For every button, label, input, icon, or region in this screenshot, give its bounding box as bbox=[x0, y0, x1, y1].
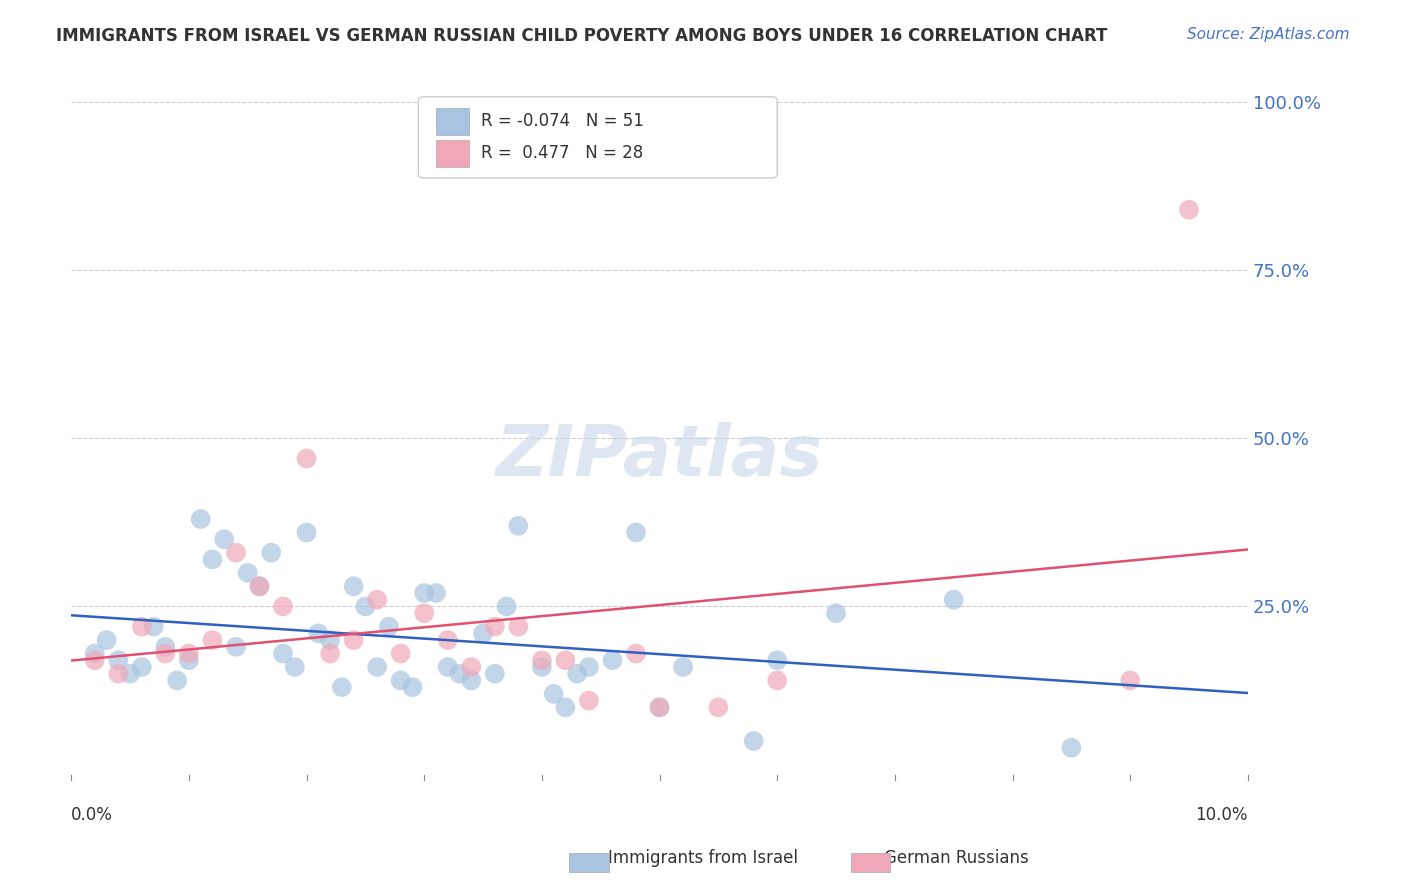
Point bbox=[413, 606, 436, 620]
Point bbox=[495, 599, 517, 614]
Point bbox=[330, 680, 353, 694]
Point bbox=[319, 647, 342, 661]
Point bbox=[201, 633, 224, 648]
Point bbox=[707, 700, 730, 714]
Point bbox=[413, 586, 436, 600]
Text: ZIPatlas: ZIPatlas bbox=[496, 422, 824, 491]
Point bbox=[131, 620, 153, 634]
Point bbox=[942, 592, 965, 607]
Point bbox=[83, 647, 105, 661]
Point bbox=[449, 666, 471, 681]
Point bbox=[460, 673, 482, 688]
Point bbox=[567, 666, 589, 681]
Point bbox=[249, 579, 271, 593]
Point bbox=[155, 647, 177, 661]
Point bbox=[366, 592, 388, 607]
Point bbox=[378, 620, 401, 634]
Point bbox=[155, 640, 177, 654]
Point bbox=[271, 647, 294, 661]
Point bbox=[319, 633, 342, 648]
Point bbox=[295, 525, 318, 540]
Point bbox=[107, 666, 129, 681]
Point bbox=[543, 687, 565, 701]
Point bbox=[177, 647, 200, 661]
Point bbox=[142, 620, 165, 634]
Point bbox=[766, 653, 789, 667]
Point bbox=[508, 518, 530, 533]
Point bbox=[190, 512, 212, 526]
Point bbox=[484, 666, 506, 681]
Point bbox=[766, 673, 789, 688]
Point bbox=[1060, 740, 1083, 755]
Text: 10.0%: 10.0% bbox=[1195, 806, 1249, 824]
Point bbox=[624, 647, 647, 661]
Point bbox=[96, 633, 118, 648]
Point bbox=[436, 633, 458, 648]
Point bbox=[354, 599, 377, 614]
Point bbox=[249, 579, 271, 593]
Point bbox=[672, 660, 695, 674]
Point bbox=[284, 660, 307, 674]
Point bbox=[602, 653, 624, 667]
Point bbox=[307, 626, 329, 640]
Point bbox=[83, 653, 105, 667]
Text: German Russians: German Russians bbox=[884, 849, 1028, 867]
Point bbox=[177, 653, 200, 667]
Point bbox=[166, 673, 188, 688]
Point bbox=[401, 680, 423, 694]
Point bbox=[530, 653, 553, 667]
Point bbox=[484, 620, 506, 634]
Point bbox=[225, 546, 247, 560]
Point bbox=[742, 734, 765, 748]
Point bbox=[225, 640, 247, 654]
FancyBboxPatch shape bbox=[419, 96, 778, 178]
Point bbox=[120, 666, 142, 681]
Point bbox=[389, 673, 412, 688]
Point bbox=[236, 566, 259, 580]
Point bbox=[343, 579, 366, 593]
Point bbox=[389, 647, 412, 661]
Point bbox=[1119, 673, 1142, 688]
Point bbox=[1178, 202, 1201, 217]
Text: IMMIGRANTS FROM ISRAEL VS GERMAN RUSSIAN CHILD POVERTY AMONG BOYS UNDER 16 CORRE: IMMIGRANTS FROM ISRAEL VS GERMAN RUSSIAN… bbox=[56, 27, 1108, 45]
Point bbox=[271, 599, 294, 614]
Point bbox=[212, 533, 235, 547]
Point bbox=[578, 660, 600, 674]
FancyBboxPatch shape bbox=[436, 108, 470, 135]
Point bbox=[343, 633, 366, 648]
Point bbox=[107, 653, 129, 667]
Point bbox=[578, 693, 600, 707]
Point bbox=[460, 660, 482, 674]
Point bbox=[825, 606, 848, 620]
Text: R = -0.074   N = 51: R = -0.074 N = 51 bbox=[481, 112, 644, 130]
Point bbox=[436, 660, 458, 674]
Point bbox=[554, 700, 576, 714]
Text: R =  0.477   N = 28: R = 0.477 N = 28 bbox=[481, 145, 643, 162]
Point bbox=[624, 525, 647, 540]
Point bbox=[366, 660, 388, 674]
Point bbox=[554, 653, 576, 667]
Point bbox=[260, 546, 283, 560]
FancyBboxPatch shape bbox=[436, 140, 470, 167]
Point bbox=[648, 700, 671, 714]
Point bbox=[131, 660, 153, 674]
Point bbox=[508, 620, 530, 634]
Point bbox=[648, 700, 671, 714]
Text: Immigrants from Israel: Immigrants from Israel bbox=[607, 849, 799, 867]
Text: Source: ZipAtlas.com: Source: ZipAtlas.com bbox=[1187, 27, 1350, 42]
Point bbox=[295, 451, 318, 466]
Text: 0.0%: 0.0% bbox=[72, 806, 112, 824]
Point bbox=[201, 552, 224, 566]
Point bbox=[530, 660, 553, 674]
Point bbox=[425, 586, 447, 600]
Point bbox=[472, 626, 495, 640]
